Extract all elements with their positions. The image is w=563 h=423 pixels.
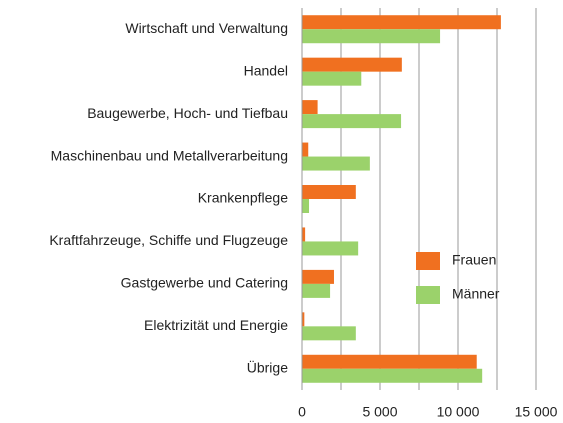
- bar: [302, 100, 318, 115]
- y-tick-label: Übrige: [247, 358, 288, 375]
- bar: [302, 15, 501, 30]
- y-tick-label: Baugewerbe, Hoch- und Tiefbau: [87, 105, 288, 121]
- x-tick-label: 5 000: [362, 404, 397, 420]
- y-tick-label: Elektrizität und Energie: [144, 317, 288, 333]
- y-tick-label: Wirtschaft und Verwaltung: [125, 20, 288, 36]
- x-tick-label: 10 000: [437, 404, 480, 420]
- bar: [302, 326, 356, 341]
- bar: [302, 29, 441, 44]
- legend-swatch: [416, 286, 440, 304]
- bar: [302, 199, 310, 213]
- bar: [302, 368, 483, 383]
- legend-label: Frauen: [452, 252, 496, 268]
- legend-label: Männer: [452, 286, 500, 302]
- y-tick-label: Gastgewerbe und Catering: [121, 275, 288, 291]
- y-tick-label: Krankenpflege: [198, 190, 289, 206]
- bar: [302, 227, 306, 242]
- bar: [302, 185, 356, 199]
- bar: [302, 57, 402, 72]
- bar: [302, 269, 334, 284]
- y-tick-label: Maschinenbau und Metallverarbeitung: [51, 147, 288, 163]
- y-tick-label: Handel: [244, 62, 288, 78]
- bar: [302, 71, 362, 86]
- legend-swatch: [416, 252, 440, 270]
- bar: [302, 241, 359, 256]
- bar: [302, 142, 309, 157]
- x-tick-label: 0: [298, 404, 306, 420]
- bar: [302, 283, 331, 298]
- bar: [302, 114, 402, 129]
- bar: [302, 354, 477, 369]
- bar: [302, 156, 370, 171]
- y-tick-label: Kraftfahrzeuge, Schiffe und Flugzeuge: [49, 232, 288, 248]
- bar: [302, 312, 305, 327]
- x-tick-label: 15 000: [515, 404, 558, 420]
